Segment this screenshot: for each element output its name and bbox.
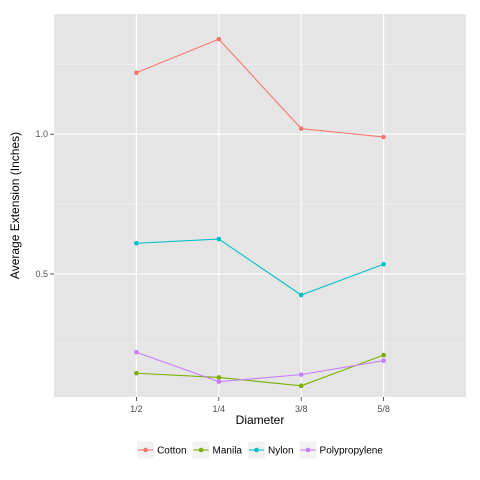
series-nylon xyxy=(134,236,386,298)
legend-label: Nylon xyxy=(268,446,294,457)
data-point-polypropylene xyxy=(216,379,222,384)
x-axis: 1/2 1/4 3/8 5/8 xyxy=(130,397,390,414)
series-polypropylene xyxy=(134,349,386,384)
legend-item-polypropylene: Polypropylene xyxy=(299,441,384,459)
data-point-manila xyxy=(298,383,304,389)
data-point-nylon xyxy=(134,240,139,246)
data-point-polypropylene xyxy=(134,349,139,355)
legend-item-nylon: Nylon xyxy=(247,441,294,459)
data-point-manila xyxy=(134,370,139,376)
x-tick-label: 1/2 xyxy=(130,404,143,414)
series-cotton xyxy=(134,36,386,140)
data-point-cotton xyxy=(298,126,304,131)
series-line-polypropylene xyxy=(136,351,384,383)
series-layer xyxy=(134,36,386,389)
legend-key-point xyxy=(305,447,311,453)
legend-item-manila: Manila xyxy=(192,441,243,459)
legend-key-point xyxy=(143,447,148,453)
y-axis: 0.5 1.0 xyxy=(35,129,54,279)
legend: Cotton Manila Nylon Polypropylene xyxy=(137,441,384,459)
data-point-manila xyxy=(381,352,386,358)
data-point-cotton xyxy=(134,70,139,76)
series-line-nylon xyxy=(136,238,384,296)
y-axis-title: Average Extension (Inches) xyxy=(8,132,22,279)
data-point-nylon xyxy=(381,261,386,267)
x-axis-title: Diameter xyxy=(236,413,285,427)
x-tick-label: 1/4 xyxy=(213,404,226,414)
legend-key-point xyxy=(198,447,204,453)
series-line-cotton xyxy=(136,38,384,138)
major-gridlines xyxy=(54,14,466,397)
legend-key-point xyxy=(254,447,259,453)
x-tick-label: 5/8 xyxy=(377,404,390,414)
data-point-nylon xyxy=(216,236,222,242)
data-point-polypropylene xyxy=(381,358,386,363)
minor-gridlines xyxy=(54,64,466,345)
data-point-polypropylene xyxy=(298,372,304,377)
data-point-cotton xyxy=(216,36,222,42)
legend-label: Cotton xyxy=(157,446,186,457)
series-manila xyxy=(134,352,386,389)
data-point-cotton xyxy=(381,134,386,140)
legend-label: Polypropylene xyxy=(320,446,384,457)
x-tick-label: 3/8 xyxy=(295,404,308,414)
legend-label: Manila xyxy=(213,446,243,457)
plot-panel xyxy=(54,14,466,397)
legend-item-cotton: Cotton xyxy=(137,441,187,459)
series-line-manila xyxy=(136,354,384,387)
y-tick-label: 0.5 xyxy=(35,269,48,279)
y-tick-label: 1.0 xyxy=(35,129,48,139)
data-point-manila xyxy=(216,375,222,380)
data-point-nylon xyxy=(298,292,304,298)
